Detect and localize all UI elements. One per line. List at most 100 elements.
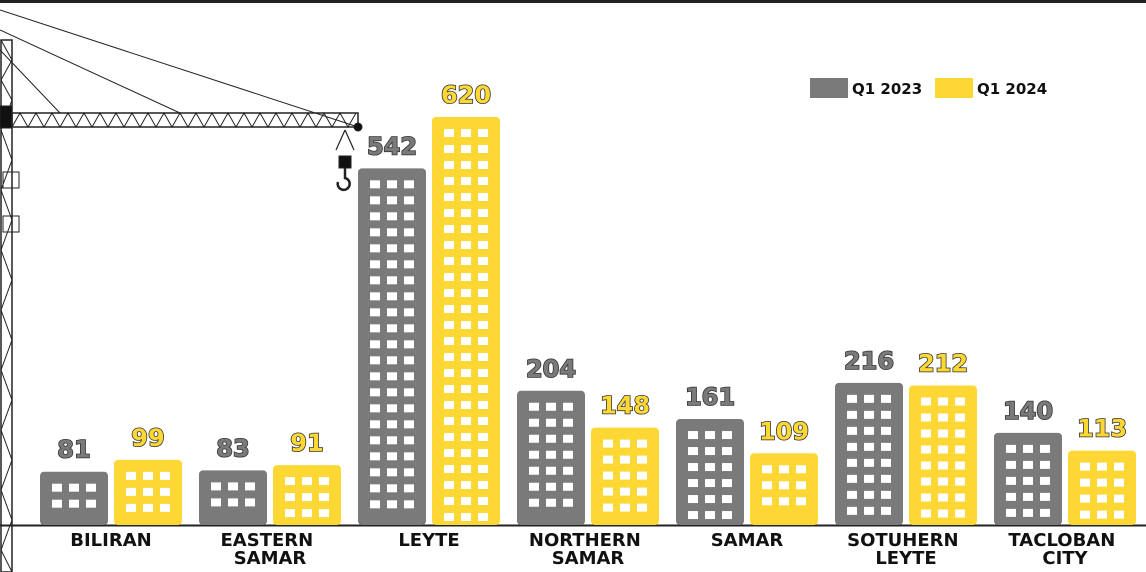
window — [404, 276, 414, 285]
window — [387, 420, 397, 429]
window — [387, 404, 397, 413]
window — [722, 511, 732, 520]
window — [705, 479, 715, 488]
window — [461, 481, 471, 489]
x-tick-label: SAMAR — [711, 530, 784, 551]
window — [1080, 478, 1090, 487]
window — [478, 289, 488, 297]
window — [938, 509, 948, 518]
window — [461, 177, 471, 185]
window — [444, 385, 454, 393]
window — [461, 209, 471, 217]
window — [461, 449, 471, 457]
window — [302, 477, 312, 486]
window — [864, 474, 874, 483]
window — [847, 394, 857, 403]
window — [478, 273, 488, 281]
window — [603, 487, 613, 496]
window — [285, 509, 295, 518]
window — [52, 499, 62, 508]
window — [620, 471, 630, 480]
window — [779, 481, 789, 490]
window — [688, 463, 698, 472]
window — [370, 212, 380, 221]
window — [478, 145, 488, 153]
window — [955, 461, 965, 470]
window — [688, 479, 698, 488]
window — [938, 477, 948, 486]
window — [387, 340, 397, 349]
window — [404, 292, 414, 301]
window — [370, 292, 380, 301]
window — [404, 420, 414, 429]
window — [404, 308, 414, 317]
window — [705, 447, 715, 456]
window — [938, 461, 948, 470]
value-label: 212 — [918, 349, 968, 377]
window — [404, 340, 414, 349]
window — [404, 404, 414, 413]
crane — [0, 9, 363, 572]
window — [319, 509, 329, 518]
window — [461, 385, 471, 393]
window — [478, 337, 488, 345]
window — [444, 209, 454, 217]
window — [955, 493, 965, 502]
window — [444, 177, 454, 185]
window — [387, 372, 397, 381]
window — [637, 439, 647, 448]
window — [478, 225, 488, 233]
window — [370, 228, 380, 237]
window — [211, 482, 221, 491]
x-tick-label: LEYTE — [398, 530, 459, 551]
building — [199, 470, 267, 525]
window — [370, 404, 380, 413]
window — [461, 241, 471, 249]
window — [546, 498, 556, 507]
window — [529, 466, 539, 475]
window — [955, 445, 965, 454]
window — [688, 431, 698, 440]
window — [864, 490, 874, 499]
window — [404, 356, 414, 365]
window — [1040, 476, 1050, 485]
window — [864, 458, 874, 467]
window — [478, 369, 488, 377]
window — [478, 177, 488, 185]
window — [847, 410, 857, 419]
window — [444, 401, 454, 409]
window — [160, 471, 170, 480]
window — [444, 481, 454, 489]
window — [370, 500, 380, 509]
window — [722, 463, 732, 472]
window — [688, 511, 698, 520]
legend-label: Q1 2024 — [977, 80, 1047, 98]
window — [319, 493, 329, 502]
value-label: 620 — [441, 81, 491, 109]
window — [370, 324, 380, 333]
window — [478, 497, 488, 505]
window — [955, 429, 965, 438]
window — [302, 493, 312, 502]
window — [444, 161, 454, 169]
window — [143, 471, 153, 480]
bar — [40, 471, 108, 525]
window — [1040, 492, 1050, 501]
window — [563, 482, 573, 491]
window — [478, 513, 488, 521]
window — [881, 426, 891, 435]
window — [546, 418, 556, 427]
window — [938, 413, 948, 422]
window — [847, 490, 857, 499]
window — [864, 394, 874, 403]
window — [444, 321, 454, 329]
building — [358, 168, 426, 525]
window — [620, 439, 630, 448]
window — [847, 442, 857, 451]
window — [404, 228, 414, 237]
bar — [909, 385, 977, 525]
window — [529, 450, 539, 459]
window — [921, 509, 931, 518]
window — [688, 495, 698, 504]
window — [1080, 494, 1090, 503]
